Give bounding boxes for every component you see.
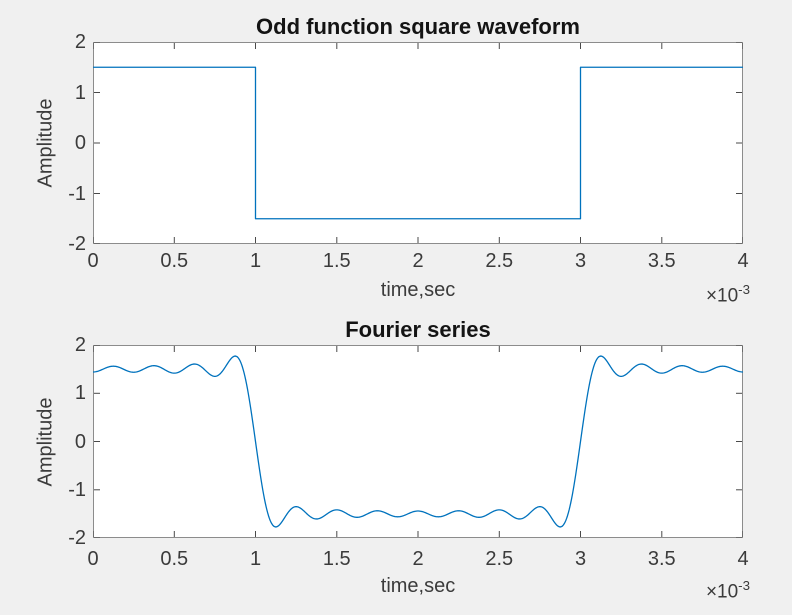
subplot2-x-exponent: ×10-3 — [706, 578, 750, 603]
x-tick-label: 3 — [574, 250, 587, 272]
axes-box — [93, 42, 743, 244]
subplot1-xtick-labels: 0 0.5 1 1.5 2 2.5 3 3.5 4 — [87, 250, 748, 275]
x-tick-label: 1 — [249, 250, 262, 272]
fourier-plot — [93, 345, 743, 538]
axes-box — [93, 345, 743, 538]
squarewave-plot — [93, 42, 743, 244]
exponent-prefix: ×10 — [705, 581, 739, 603]
x-tick-label: 4 — [737, 250, 749, 272]
subplot1-axes — [93, 42, 743, 244]
subplot2-xlabel: time,sec — [380, 575, 456, 597]
y-tick-label: 0 — [74, 430, 86, 453]
y-tick-label: 2 — [74, 31, 86, 53]
y-tick-label: -1 — [68, 182, 86, 205]
subplot2-title: Fourier series — [345, 317, 491, 342]
exponent-prefix: ×10 — [705, 285, 739, 307]
x-tick-label: 1 — [249, 548, 262, 570]
x-tick-label: 1.5 — [322, 548, 351, 570]
subplot1-title: Odd function square waveform — [256, 14, 580, 39]
x-tick-label: 0.5 — [160, 548, 189, 570]
subplot2-ytick-labels: -2 -1 0 1 2 — [0, 335, 86, 548]
x-tick-label: 3.5 — [647, 250, 676, 272]
x-tick-label: 4 — [737, 548, 749, 570]
y-tick-label: 1 — [74, 81, 86, 104]
exponent-power: -3 — [738, 282, 750, 297]
subplot1-ytick-labels: -2 -1 0 1 2 — [0, 32, 86, 254]
x-tick-label: 0 — [87, 548, 99, 570]
x-tick-label: 2 — [412, 548, 424, 570]
x-tick-label: 2 — [412, 250, 424, 272]
x-tick-label: 1.5 — [322, 250, 351, 272]
x-tick-label: 0 — [87, 250, 99, 272]
subplot2-axes — [93, 345, 743, 538]
data-line — [93, 66, 743, 220]
subplot1-x-exponent: ×10-3 — [706, 282, 750, 307]
y-tick-label: -1 — [68, 478, 86, 501]
y-tick-label: 1 — [74, 382, 86, 405]
x-tick-label: 0.5 — [160, 250, 189, 272]
exponent-power: -3 — [738, 578, 750, 593]
x-tick-label: 2.5 — [485, 548, 514, 570]
data-line — [93, 355, 743, 528]
x-tick-label: 3.5 — [647, 548, 676, 570]
subplot1-xlabel: time,sec — [380, 279, 456, 301]
x-tick-label: 3 — [574, 548, 587, 570]
subplot2-xtick-labels: 0 0.5 1 1.5 2 2.5 3 3.5 4 — [87, 548, 748, 573]
y-tick-label: 2 — [74, 334, 86, 356]
y-tick-label: -2 — [68, 527, 86, 549]
x-tick-label: 2.5 — [485, 250, 514, 272]
y-tick-label: -2 — [68, 233, 86, 255]
y-tick-label: 0 — [74, 132, 86, 154]
